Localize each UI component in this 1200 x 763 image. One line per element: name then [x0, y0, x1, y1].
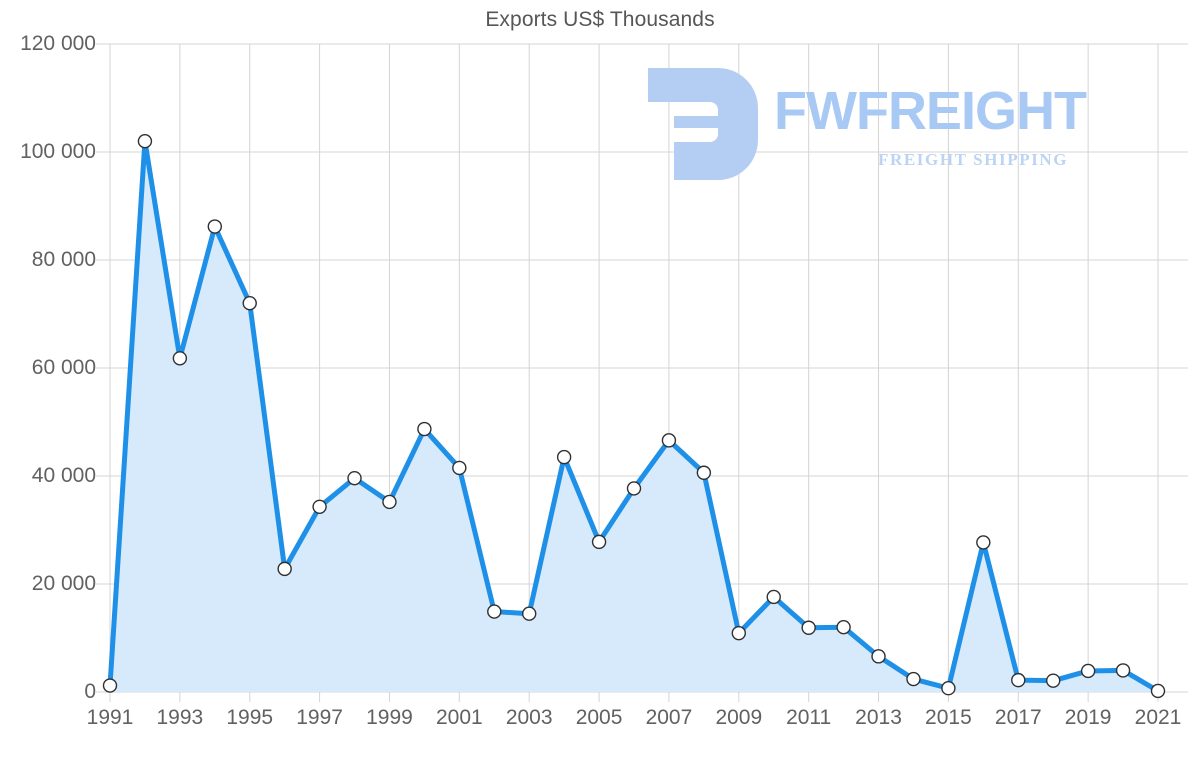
data-point-marker[interactable]: 2009: 10900: [731, 625, 746, 641]
y-axis-tick-label: 0: [84, 680, 96, 703]
data-point-marker[interactable]: 1998: 39600: [347, 470, 362, 486]
data-point-marker[interactable]: 2016: 27700: [976, 535, 991, 550]
x-axis-tick-label: 1997: [296, 706, 343, 729]
data-point-marker[interactable]: 2008: 40600: [696, 465, 712, 480]
x-axis-tick-label: 2013: [855, 706, 902, 729]
x-axis-tick-label: 2017: [994, 706, 1042, 729]
x-axis-tick-label: 2007: [645, 706, 693, 729]
y-axis-tick-label: 100 000: [20, 140, 96, 163]
data-point-marker[interactable]: 2018: 2100: [1045, 673, 1061, 688]
data-point-marker[interactable]: 2014: 2400: [906, 671, 921, 687]
x-axis-tick-label: 1991: [86, 706, 134, 729]
data-point-marker[interactable]: 2006: 37700: [626, 481, 642, 496]
y-axis-tick-label: 60 000: [31, 356, 96, 379]
y-axis-tick-label: 80 000: [31, 248, 96, 271]
data-point-marker[interactable]: 1992: 102000: [137, 133, 153, 149]
data-point-marker[interactable]: 2017: 2200: [1011, 672, 1026, 688]
y-axis-tick-label: 20 000: [31, 572, 96, 595]
x-axis-tick-label: 2011: [786, 706, 832, 729]
area-fill: [110, 141, 1158, 692]
y-axis-tick-label: 120 000: [20, 32, 96, 55]
data-point-marker[interactable]: 1995: 72000: [242, 296, 257, 311]
data-point-marker[interactable]: 2021: 200: [1150, 683, 1166, 699]
data-point-marker[interactable]: 2011: 11900: [801, 620, 816, 635]
data-point-marker[interactable]: 2013: 6600: [871, 649, 886, 664]
data-point-marker[interactable]: 2019: 3900: [1080, 663, 1096, 679]
x-axis-tick-label: 2019: [1064, 706, 1112, 729]
x-axis-tick-label: 1993: [156, 706, 204, 729]
data-point-marker[interactable]: 2015: 700: [941, 681, 956, 696]
data-point-marker[interactable]: 1997: 34300: [312, 499, 327, 514]
x-axis-tick-label: 1999: [366, 706, 413, 729]
x-axis-tick-label: 2001: [435, 706, 483, 729]
x-axis-tick-label: 2005: [575, 706, 623, 729]
x-axis-tick-label: 2003: [505, 706, 553, 729]
data-point-marker[interactable]: 1994: 86200: [207, 219, 223, 234]
data-point-marker[interactable]: 2003: 14500: [522, 606, 537, 621]
x-axis-tick-label: 2021: [1134, 706, 1182, 729]
data-point-marker[interactable]: 2002: 14900: [487, 604, 502, 619]
data-point-marker[interactable]: 1996: 22800: [277, 561, 292, 577]
x-axis-tick-label: 2009: [715, 706, 763, 729]
data-point-marker[interactable]: 2007: 46600: [661, 433, 677, 448]
data-point-marker[interactable]: 2001: 41500: [452, 460, 467, 476]
x-axis-tick-label: 2015: [925, 706, 972, 729]
y-axis-tick-label: 40 000: [31, 464, 96, 487]
data-point-marker[interactable]: 2005: 27800: [591, 534, 607, 550]
chart-title: Exports US$ Thousands: [485, 8, 715, 31]
data-point-marker[interactable]: 1999: 35200: [382, 494, 397, 510]
data-point-marker[interactable]: 2004: 43500: [556, 449, 572, 465]
x-axis-tick-label: 1995: [226, 706, 274, 729]
data-point-marker[interactable]: 2010: 17600: [766, 589, 781, 605]
data-point-marker[interactable]: 1993: 61800: [172, 351, 188, 366]
y-axis-tick-labels: 120 000 100 000 80 000 60 000 40 000 20 000 0: [0, 0, 96, 763]
